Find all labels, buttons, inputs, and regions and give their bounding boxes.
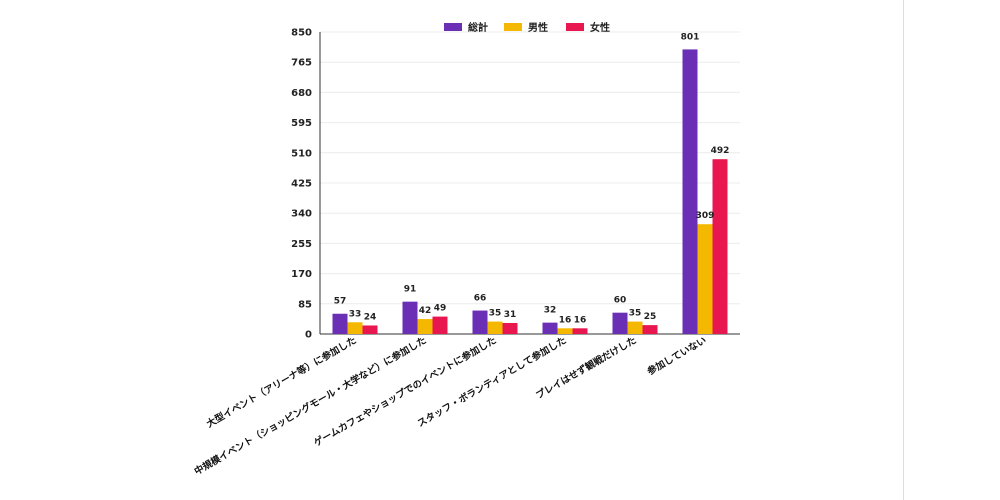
bar	[402, 301, 418, 334]
divider	[903, 0, 904, 500]
data-label: 91	[404, 285, 417, 295]
y-tick-label: 255	[291, 239, 312, 250]
data-label: 42	[419, 306, 432, 316]
y-tick-label: 850	[291, 28, 312, 39]
x-tick-label: 中規模イベント（ショッピングモール・大学など）に参加した	[192, 334, 428, 477]
data-label: 16	[574, 315, 587, 325]
bar	[642, 325, 658, 334]
bar	[472, 310, 488, 334]
data-label: 31	[504, 310, 517, 320]
data-label: 35	[629, 309, 642, 319]
legend: 総計 男性 女性	[444, 21, 610, 34]
legend-label: 女性	[590, 21, 610, 34]
bar	[682, 49, 698, 334]
legend-swatch	[444, 23, 462, 31]
axes: 085170255340425510595680765850大型イベント（アリー…	[192, 28, 740, 478]
bars	[332, 49, 728, 334]
bar	[557, 328, 573, 334]
bar	[332, 313, 348, 334]
data-label: 25	[644, 312, 657, 322]
y-tick-label: 85	[298, 299, 312, 310]
legend-label: 総計	[468, 21, 488, 34]
data-label: 801	[681, 32, 700, 42]
bar	[502, 322, 518, 334]
bar	[572, 328, 588, 334]
data-label: 57	[334, 297, 347, 307]
data-label: 16	[559, 315, 572, 325]
bar	[712, 159, 728, 334]
y-tick-label: 680	[291, 88, 312, 99]
data-label: 309	[696, 211, 715, 221]
y-tick-label: 170	[291, 269, 312, 280]
data-label: 33	[349, 309, 362, 319]
bar	[627, 321, 643, 334]
y-tick-label: 340	[291, 209, 312, 220]
bar	[417, 319, 433, 334]
bar	[362, 325, 378, 334]
bar	[432, 316, 448, 334]
x-tick-label: スタッフ・ボランティアとして参加した	[415, 334, 568, 429]
data-label: 492	[711, 146, 730, 156]
data-label: 35	[489, 309, 502, 319]
data-label: 49	[434, 304, 447, 314]
bar	[542, 322, 558, 334]
bar	[347, 322, 363, 334]
bar	[487, 321, 503, 334]
bar	[612, 312, 628, 334]
data-label: 24	[364, 312, 377, 322]
data-label: 32	[544, 306, 557, 316]
y-tick-label: 510	[291, 148, 312, 159]
y-tick-label: 0	[305, 330, 312, 341]
grid-lines	[320, 31, 740, 335]
x-tick-label: 参加していない	[644, 334, 708, 378]
legend-swatch	[504, 23, 522, 31]
data-label: 60	[614, 296, 627, 306]
y-tick-label: 595	[291, 118, 312, 129]
legend-label: 男性	[528, 21, 548, 34]
y-tick-label: 425	[291, 179, 312, 190]
bar	[697, 224, 713, 334]
legend-swatch	[566, 23, 584, 31]
y-tick-label: 765	[291, 58, 312, 69]
data-label: 66	[474, 294, 487, 304]
